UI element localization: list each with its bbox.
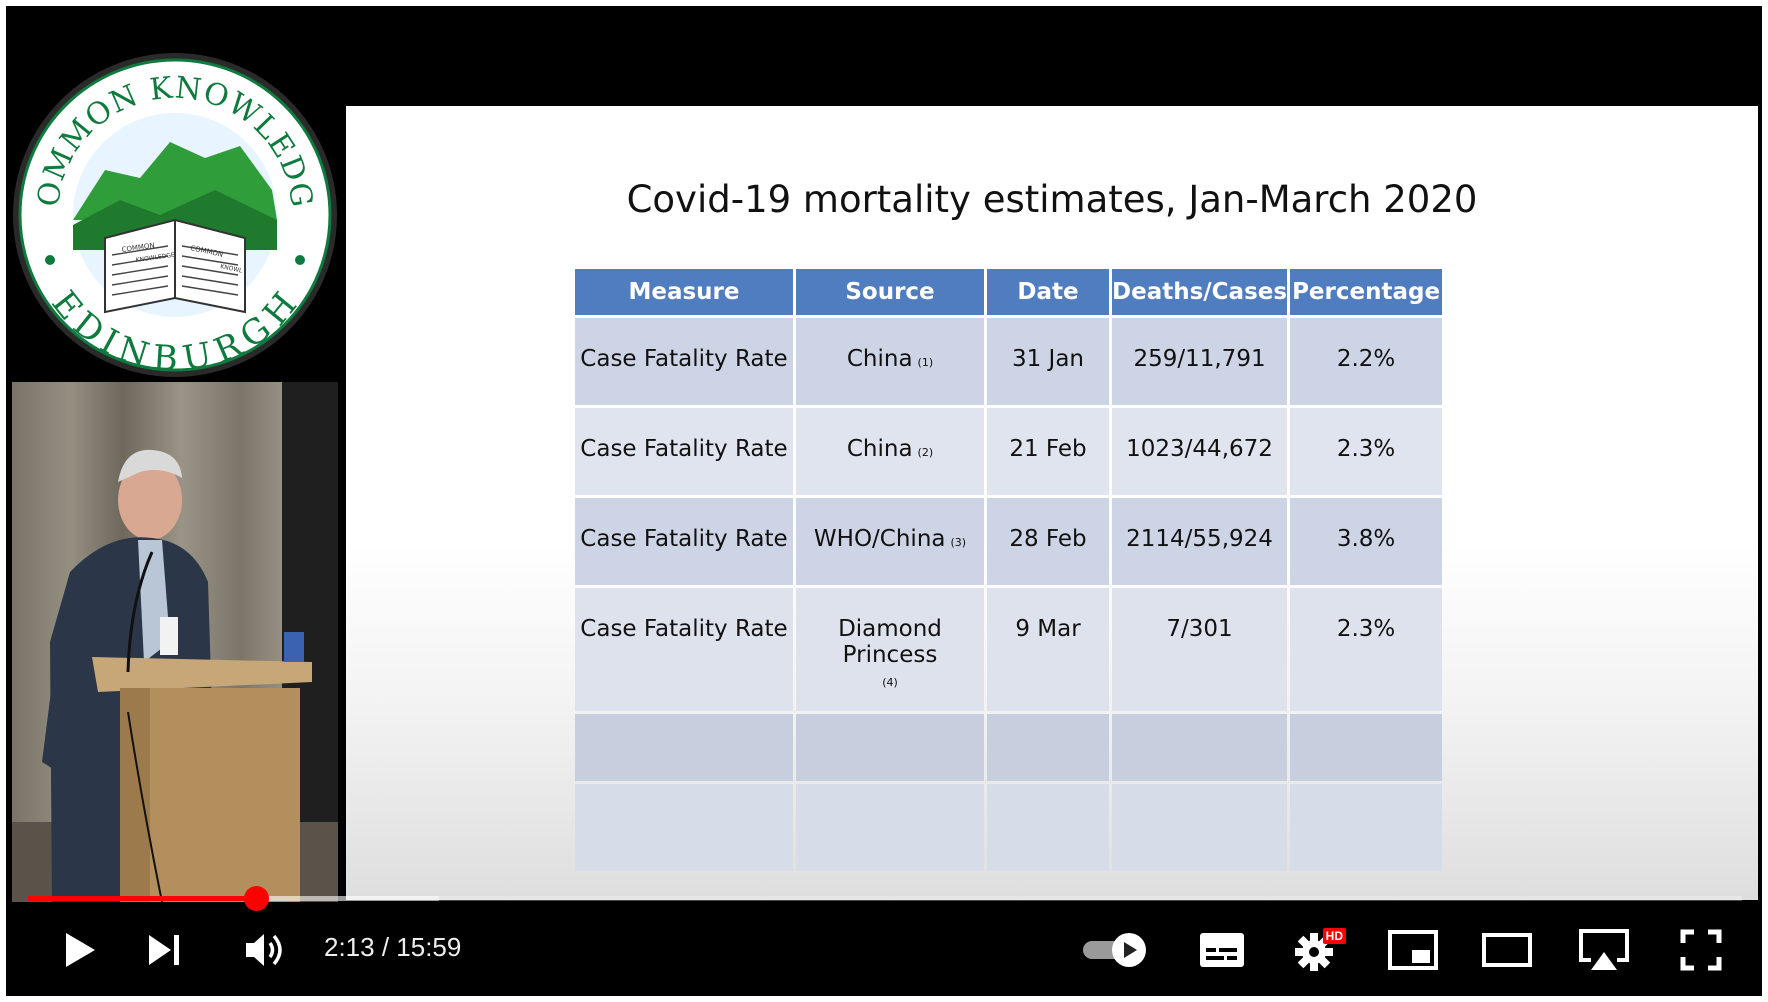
speaker-camera-feed [12,382,338,902]
miniplayer-icon [1388,930,1438,970]
empty-cell [575,714,793,781]
gear-icon [1295,933,1333,971]
empty-cell [987,784,1109,871]
cell-measure: Case Fatality Rate [575,408,793,495]
source-text: China [846,346,913,372]
airplay-button[interactable] [1572,924,1636,976]
cell-date: 21 Feb [987,408,1109,495]
table-row: Case Fatality Rate China (2) 21 Feb 1023/… [575,408,1443,495]
cell-percentage: 3.8% [1290,498,1443,585]
airplay-icon [1579,929,1629,970]
theater-mode-icon [1482,933,1532,967]
table-row: Case Fatality Rate China (1) 31 Jan 259/1… [575,318,1443,405]
time-display: 2:13 / 15:59 [324,932,462,962]
subtitles-button[interactable] [1190,924,1254,976]
play-icon [66,933,95,967]
cell-source: WHO/China (3) [796,498,984,585]
mortality-table: Measure Source Date Deaths/Cases Percent… [572,266,1445,874]
cell-percentage: 2.3% [1290,588,1443,711]
volume-icon [246,934,282,966]
source-text: WHO/China [813,526,946,552]
source-text: Diamond Princess [838,616,942,668]
hd-badge: HD [1322,928,1346,944]
empty-table-row [575,784,1443,871]
cell-percentage: 2.2% [1290,318,1443,405]
subtitles-icon [1200,933,1244,967]
fullscreen-button[interactable] [1672,924,1730,976]
table-row: Case Fatality Rate WHO/China (3) 28 Feb 2… [575,498,1443,585]
cell-source: China (2) [796,408,984,495]
empty-cell [796,714,984,781]
cell-deaths-cases: 259/11,791 [1112,318,1288,405]
table-row: Case Fatality Rate Diamond Princess (4) 9… [575,588,1443,711]
presentation-slide: Covid-19 mortality estimates, Jan-March … [346,106,1758,900]
progress-bar[interactable] [28,886,1742,911]
play-button[interactable] [50,924,110,976]
column-header-percentage: Percentage [1290,269,1443,315]
source-ref: (1) [917,356,934,369]
column-header-measure: Measure [575,269,793,315]
empty-cell [796,784,984,871]
progress-played [28,896,256,901]
source-text: China [846,436,913,462]
scrubber-handle[interactable] [243,886,269,911]
source-ref: (4) [882,676,898,689]
empty-table-row [575,714,1443,781]
cell-percentage: 2.3% [1290,408,1443,495]
video-player[interactable]: COMMON KNOWLEDGE EDINBURGH COMMON KNOWLE… [6,6,1762,996]
cell-deaths-cases: 7/301 [1112,588,1288,711]
empty-cell [1290,784,1443,871]
next-button[interactable] [134,924,194,976]
empty-cell [1290,714,1443,781]
skip-next-icon [149,935,179,965]
theater-mode-button[interactable] [1478,924,1536,976]
empty-cell [1112,784,1288,871]
cell-date: 9 Mar [987,588,1109,711]
cell-measure: Case Fatality Rate [575,498,793,585]
cell-deaths-cases: 1023/44,672 [1112,408,1288,495]
column-header-date: Date [987,269,1109,315]
logo-book-right-bottom: KNOWL [220,263,244,275]
cell-measure: Case Fatality Rate [575,588,793,711]
autoplay-toggle[interactable] [1076,924,1156,976]
cell-date: 31 Jan [987,318,1109,405]
miniplayer-button[interactable] [1384,924,1442,976]
cell-source: China (1) [796,318,984,405]
empty-cell [1112,714,1288,781]
slide-title: Covid-19 mortality estimates, Jan-March … [626,178,1478,221]
settings-button[interactable]: HD [1288,924,1346,976]
column-header-source: Source [796,269,984,315]
cell-source: Diamond Princess (4) [796,588,984,711]
column-header-deaths-cases: Deaths/Cases [1112,269,1288,315]
source-ref: (3) [950,536,967,549]
autoplay-toggle-icon [1083,933,1146,967]
source-ref: (2) [917,446,934,459]
cell-date: 28 Feb [987,498,1109,585]
channel-logo: COMMON KNOWLEDGE EDINBURGH COMMON KNOWLE… [10,50,340,380]
cell-deaths-cases: 2114/55,924 [1112,498,1288,585]
empty-cell [987,714,1109,781]
table-header-row: Measure Source Date Deaths/Cases Percent… [575,269,1443,315]
cell-measure: Case Fatality Rate [575,318,793,405]
volume-button[interactable] [238,924,294,976]
empty-cell [575,784,793,871]
fullscreen-icon [1680,929,1722,971]
